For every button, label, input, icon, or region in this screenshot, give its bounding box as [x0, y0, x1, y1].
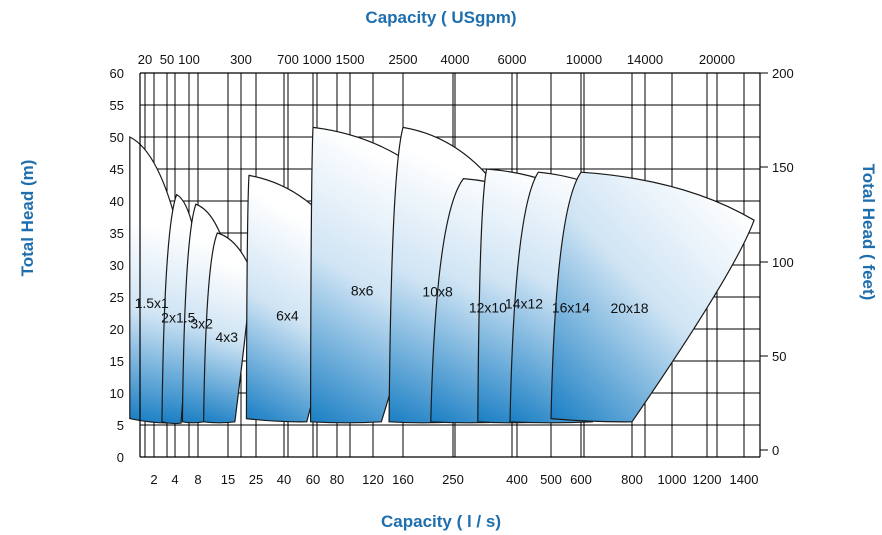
x-tick-label: 15 [221, 472, 235, 487]
x2-tick-label: 4000 [441, 52, 470, 67]
pump-label: 14x12 [505, 295, 543, 311]
x2-tick-label: 1000 [303, 52, 332, 67]
y-tick-label: 25 [110, 290, 124, 305]
x-tick-label: 1200 [693, 472, 722, 487]
pump-label: 10x8 [422, 283, 453, 299]
x-tick-label: 4 [171, 472, 178, 487]
y2-tick-label: 0 [772, 443, 779, 458]
y2-tick-label: 200 [772, 66, 794, 81]
pump-label: 2x1.5 [161, 309, 195, 325]
x-tick-label: 120 [362, 472, 384, 487]
pump-label: 20x18 [610, 300, 648, 316]
x2-tick-label: 2500 [389, 52, 418, 67]
y-tick-label: 50 [110, 130, 124, 145]
top-axis-title: Capacity ( USgpm) [365, 8, 517, 27]
x-tick-label: 8 [194, 472, 201, 487]
x-tick-label: 1400 [730, 472, 759, 487]
y-tick-label: 0 [117, 450, 124, 465]
y-tick-label: 45 [110, 162, 124, 177]
pump-label: 12x10 [469, 299, 507, 315]
x2-tick-label: 20000 [699, 52, 735, 67]
x-tick-label: 2 [150, 472, 157, 487]
pump-curves [129, 126, 755, 425]
y-tick-label: 10 [110, 386, 124, 401]
x-tick-label: 80 [330, 472, 344, 487]
pump-label: 3x2 [190, 315, 213, 331]
x-tick-label: 600 [570, 472, 592, 487]
pump-label: 8x6 [351, 283, 374, 299]
y-tick-label: 15 [110, 354, 124, 369]
y2-tick-label: 150 [772, 160, 794, 175]
x2-tick-label: 1500 [336, 52, 365, 67]
y-tick-label: 40 [110, 194, 124, 209]
x2-tick-label: 6000 [498, 52, 527, 67]
y-tick-label: 35 [110, 226, 124, 241]
x2-tick-label: 14000 [627, 52, 663, 67]
x-tick-label: 25 [249, 472, 263, 487]
y2-tick-label: 100 [772, 255, 794, 270]
x-tick-label: 800 [621, 472, 643, 487]
pump-label: 16x14 [552, 299, 590, 315]
x-tick-label: 400 [506, 472, 528, 487]
pump-region-20x18 [550, 171, 755, 423]
x2-tick-label: 50 [160, 52, 174, 67]
x2-tick-label: 100 [178, 52, 200, 67]
x-tick-label: 160 [392, 472, 414, 487]
x2-tick-label: 700 [277, 52, 299, 67]
x-tick-label: 1000 [658, 472, 687, 487]
bottom-axis-title: Capacity ( l / s) [381, 512, 501, 531]
x-tick-label: 250 [442, 472, 464, 487]
x-tick-label: 500 [540, 472, 562, 487]
y-tick-label: 55 [110, 98, 124, 113]
x-tick-label: 40 [277, 472, 291, 487]
y-tick-label: 30 [110, 258, 124, 273]
y2-tick-label: 50 [772, 349, 786, 364]
pump-label: 1.5x1 [135, 295, 169, 311]
x2-tick-label: 20 [138, 52, 152, 67]
y-tick-label: 20 [110, 322, 124, 337]
pump-label: 4x3 [216, 329, 239, 345]
plot-frame [139, 72, 768, 458]
pump-label: 6x4 [276, 307, 299, 323]
x-tick-label: 60 [306, 472, 320, 487]
y-tick-label: 60 [110, 66, 124, 81]
y-tick-label: 5 [117, 418, 124, 433]
x2-tick-label: 10000 [566, 52, 602, 67]
x2-tick-label: 300 [230, 52, 252, 67]
